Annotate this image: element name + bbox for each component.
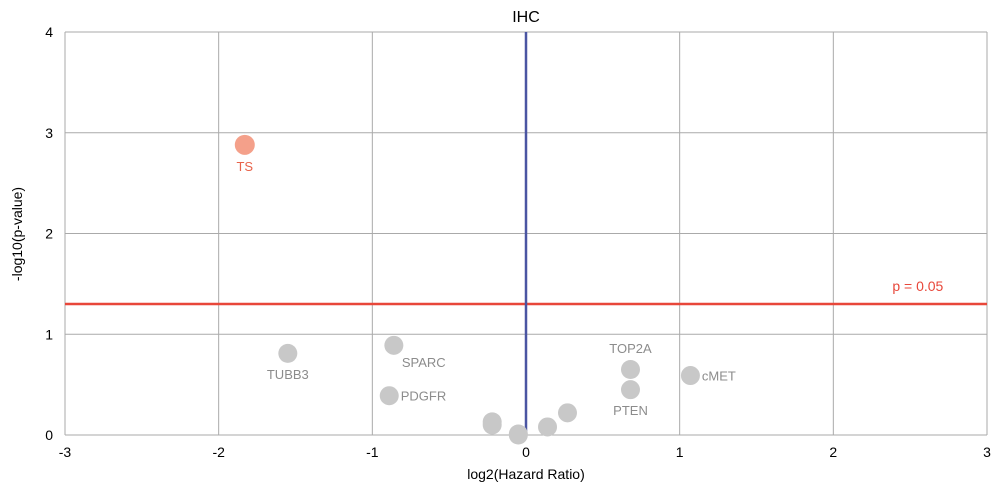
y-tick-label: 3 [45, 125, 53, 141]
data-points: TS TUBB3 SPARC PDGFR TOP2A PTEN cMET [234, 134, 736, 445]
data-point-label: TUBB3 [267, 367, 309, 382]
data-point [278, 343, 298, 363]
data-point [620, 360, 640, 380]
data-point [234, 134, 255, 155]
y-axis-ticks: 0 1 2 3 4 [45, 24, 53, 443]
threshold-label: p = 0.05 [892, 278, 943, 294]
x-tick-label: -1 [366, 444, 379, 460]
y-tick-label: 4 [45, 24, 53, 40]
y-tick-label: 0 [45, 427, 53, 443]
reference-lines: p = 0.05 [65, 32, 987, 435]
x-tick-label: 1 [676, 444, 684, 460]
data-point [538, 417, 558, 437]
x-axis-title: log2(Hazard Ratio) [467, 466, 585, 482]
data-point-label: TOP2A [609, 341, 652, 356]
x-axis-ticks: -3 -2 -1 0 1 2 3 [59, 444, 991, 460]
y-axis-title: -log10(p-value) [9, 187, 25, 281]
data-point [508, 425, 528, 445]
data-point-label: SPARC [402, 355, 446, 370]
chart-title: IHC [512, 9, 540, 26]
data-point [557, 403, 577, 423]
y-tick-label: 1 [45, 326, 53, 342]
data-point [620, 380, 640, 400]
data-point-label: PDGFR [401, 389, 447, 404]
x-tick-label: 0 [522, 444, 530, 460]
data-point [680, 366, 700, 386]
data-point [384, 335, 404, 355]
data-point-label: PTEN [613, 403, 648, 418]
y-tick-label: 2 [45, 226, 53, 242]
data-point [379, 386, 399, 406]
data-point-label: TS [236, 159, 253, 174]
x-tick-label: -2 [212, 444, 225, 460]
data-point [482, 415, 502, 435]
x-tick-label: 2 [829, 444, 837, 460]
x-tick-label: 3 [983, 444, 991, 460]
x-tick-label: -3 [59, 444, 72, 460]
data-point-label: cMET [702, 369, 736, 384]
